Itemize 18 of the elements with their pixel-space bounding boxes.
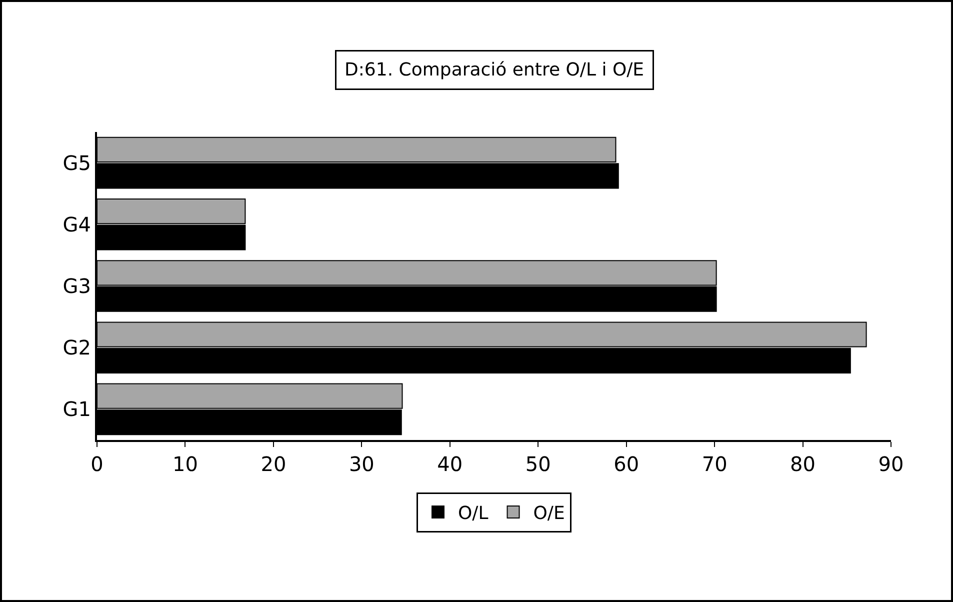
x-tick-label: 10 — [172, 452, 198, 476]
chart-title: D:61. Comparació entre O/L i O/E — [344, 60, 644, 80]
y-tick-label: G2 — [62, 336, 91, 360]
y-tick-label: G5 — [62, 150, 91, 175]
x-tick-label: 0 — [90, 452, 104, 476]
legend-label: O/L — [458, 503, 488, 524]
legend-label: O/E — [533, 503, 565, 524]
y-tick-label: G4 — [62, 212, 91, 236]
x-tick-label: 60 — [614, 452, 640, 476]
x-tick-label: 70 — [702, 452, 728, 476]
x-tick-label: 50 — [525, 452, 551, 476]
x-tick-label: 90 — [878, 452, 904, 476]
x-tick-label: 20 — [260, 452, 286, 476]
y-tick-label: G1 — [62, 397, 91, 422]
x-tick-label: 80 — [790, 452, 816, 476]
x-tick-label: 30 — [348, 452, 374, 476]
x-tick-label: 40 — [437, 452, 463, 476]
y-tick-label: G3 — [62, 274, 91, 298]
